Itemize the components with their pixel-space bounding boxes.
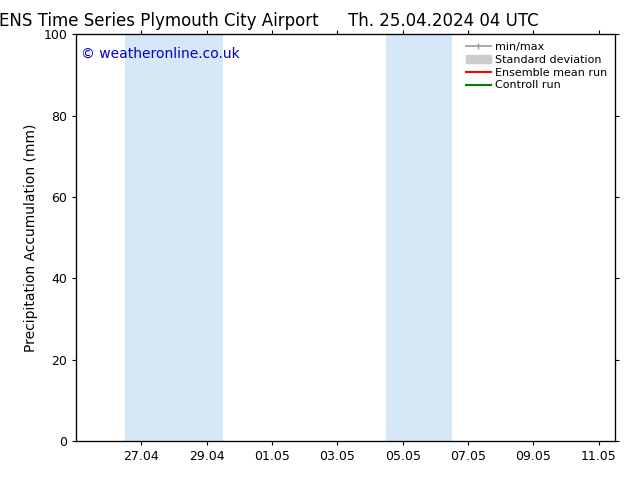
Text: Th. 25.04.2024 04 UTC: Th. 25.04.2024 04 UTC: [349, 12, 539, 30]
Text: © weatheronline.co.uk: © weatheronline.co.uk: [81, 47, 240, 60]
Bar: [125, 34, 223, 441]
Text: ENS Time Series Plymouth City Airport: ENS Time Series Plymouth City Airport: [0, 12, 318, 30]
Bar: [386, 34, 451, 441]
Legend: min/max, Standard deviation, Ensemble mean run, Controll run: min/max, Standard deviation, Ensemble me…: [464, 40, 609, 93]
Y-axis label: Precipitation Accumulation (mm): Precipitation Accumulation (mm): [23, 123, 37, 352]
